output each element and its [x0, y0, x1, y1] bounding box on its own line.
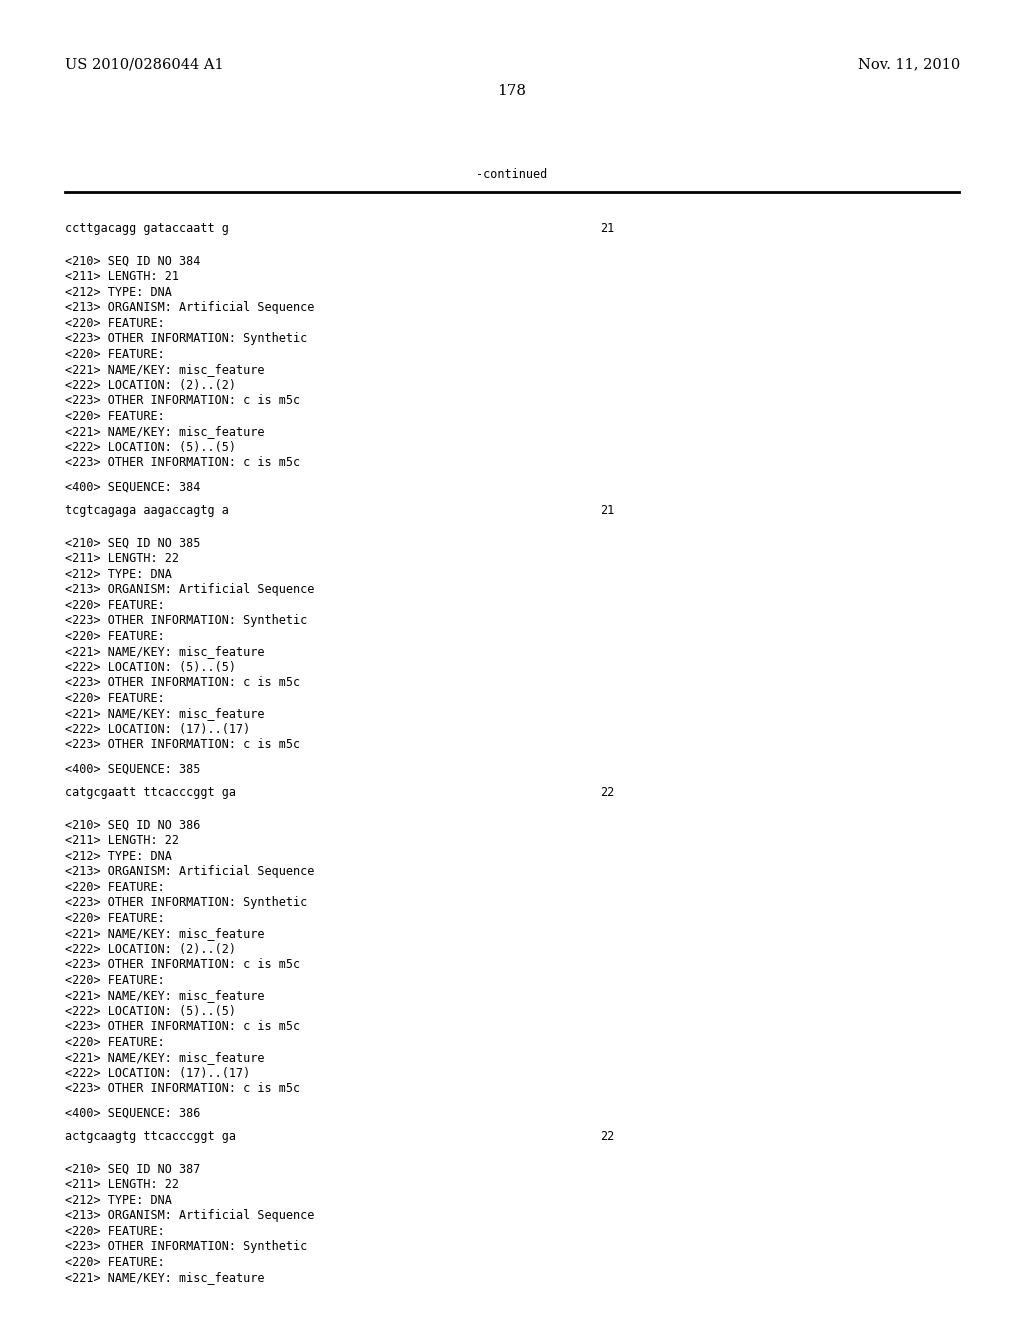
Text: <221> NAME/KEY: misc_feature: <221> NAME/KEY: misc_feature: [65, 708, 264, 721]
Text: <212> TYPE: DNA: <212> TYPE: DNA: [65, 285, 172, 298]
Text: <220> FEATURE:: <220> FEATURE:: [65, 409, 165, 422]
Text: <213> ORGANISM: Artificial Sequence: <213> ORGANISM: Artificial Sequence: [65, 865, 314, 878]
Text: 178: 178: [498, 84, 526, 98]
Text: <221> NAME/KEY: misc_feature: <221> NAME/KEY: misc_feature: [65, 645, 264, 659]
Text: ccttgacagg gataccaatt g: ccttgacagg gataccaatt g: [65, 222, 229, 235]
Text: <220> FEATURE:: <220> FEATURE:: [65, 880, 165, 894]
Text: <220> FEATURE:: <220> FEATURE:: [65, 974, 165, 987]
Text: <220> FEATURE:: <220> FEATURE:: [65, 317, 165, 330]
Text: <220> FEATURE:: <220> FEATURE:: [65, 630, 165, 643]
Text: actgcaagtg ttcacccggt ga: actgcaagtg ttcacccggt ga: [65, 1130, 236, 1143]
Text: <221> NAME/KEY: misc_feature: <221> NAME/KEY: misc_feature: [65, 425, 264, 438]
Text: <223> OTHER INFORMATION: c is m5c: <223> OTHER INFORMATION: c is m5c: [65, 676, 300, 689]
Text: -continued: -continued: [476, 168, 548, 181]
Text: <210> SEQ ID NO 384: <210> SEQ ID NO 384: [65, 255, 201, 268]
Text: <222> LOCATION: (17)..(17): <222> LOCATION: (17)..(17): [65, 722, 250, 735]
Text: <211> LENGTH: 22: <211> LENGTH: 22: [65, 552, 179, 565]
Text: <221> NAME/KEY: misc_feature: <221> NAME/KEY: misc_feature: [65, 1051, 264, 1064]
Text: <213> ORGANISM: Artificial Sequence: <213> ORGANISM: Artificial Sequence: [65, 583, 314, 597]
Text: <222> LOCATION: (5)..(5): <222> LOCATION: (5)..(5): [65, 660, 236, 673]
Text: <210> SEQ ID NO 385: <210> SEQ ID NO 385: [65, 537, 201, 549]
Text: <220> FEATURE:: <220> FEATURE:: [65, 1036, 165, 1049]
Text: <213> ORGANISM: Artificial Sequence: <213> ORGANISM: Artificial Sequence: [65, 1209, 314, 1222]
Text: <221> NAME/KEY: misc_feature: <221> NAME/KEY: misc_feature: [65, 989, 264, 1002]
Text: 21: 21: [600, 504, 614, 517]
Text: <220> FEATURE:: <220> FEATURE:: [65, 599, 165, 611]
Text: <223> OTHER INFORMATION: c is m5c: <223> OTHER INFORMATION: c is m5c: [65, 1082, 300, 1096]
Text: <210> SEQ ID NO 387: <210> SEQ ID NO 387: [65, 1163, 201, 1176]
Text: <222> LOCATION: (2)..(2): <222> LOCATION: (2)..(2): [65, 942, 236, 956]
Text: <210> SEQ ID NO 386: <210> SEQ ID NO 386: [65, 818, 201, 832]
Text: 22: 22: [600, 787, 614, 799]
Text: <223> OTHER INFORMATION: Synthetic: <223> OTHER INFORMATION: Synthetic: [65, 1241, 307, 1254]
Text: <211> LENGTH: 22: <211> LENGTH: 22: [65, 834, 179, 847]
Text: Nov. 11, 2010: Nov. 11, 2010: [858, 57, 961, 71]
Text: <222> LOCATION: (5)..(5): <222> LOCATION: (5)..(5): [65, 1005, 236, 1018]
Text: <221> NAME/KEY: misc_feature: <221> NAME/KEY: misc_feature: [65, 363, 264, 376]
Text: 21: 21: [600, 222, 614, 235]
Text: <223> OTHER INFORMATION: c is m5c: <223> OTHER INFORMATION: c is m5c: [65, 1020, 300, 1034]
Text: US 2010/0286044 A1: US 2010/0286044 A1: [65, 57, 223, 71]
Text: <212> TYPE: DNA: <212> TYPE: DNA: [65, 568, 172, 581]
Text: <400> SEQUENCE: 385: <400> SEQUENCE: 385: [65, 762, 201, 775]
Text: <212> TYPE: DNA: <212> TYPE: DNA: [65, 850, 172, 863]
Text: <400> SEQUENCE: 384: <400> SEQUENCE: 384: [65, 480, 201, 494]
Text: <222> LOCATION: (17)..(17): <222> LOCATION: (17)..(17): [65, 1067, 250, 1080]
Text: <223> OTHER INFORMATION: c is m5c: <223> OTHER INFORMATION: c is m5c: [65, 395, 300, 407]
Text: <222> LOCATION: (5)..(5): <222> LOCATION: (5)..(5): [65, 441, 236, 454]
Text: <213> ORGANISM: Artificial Sequence: <213> ORGANISM: Artificial Sequence: [65, 301, 314, 314]
Text: tcgtcagaga aagaccagtg a: tcgtcagaga aagaccagtg a: [65, 504, 229, 517]
Text: <211> LENGTH: 22: <211> LENGTH: 22: [65, 1179, 179, 1192]
Text: <222> LOCATION: (2)..(2): <222> LOCATION: (2)..(2): [65, 379, 236, 392]
Text: <223> OTHER INFORMATION: Synthetic: <223> OTHER INFORMATION: Synthetic: [65, 896, 307, 909]
Text: <220> FEATURE:: <220> FEATURE:: [65, 692, 165, 705]
Text: <223> OTHER INFORMATION: c is m5c: <223> OTHER INFORMATION: c is m5c: [65, 738, 300, 751]
Text: <220> FEATURE:: <220> FEATURE:: [65, 912, 165, 925]
Text: <211> LENGTH: 21: <211> LENGTH: 21: [65, 271, 179, 282]
Text: catgcgaatt ttcacccggt ga: catgcgaatt ttcacccggt ga: [65, 787, 236, 799]
Text: <212> TYPE: DNA: <212> TYPE: DNA: [65, 1193, 172, 1206]
Text: <220> FEATURE:: <220> FEATURE:: [65, 1225, 165, 1238]
Text: <223> OTHER INFORMATION: Synthetic: <223> OTHER INFORMATION: Synthetic: [65, 333, 307, 345]
Text: <223> OTHER INFORMATION: c is m5c: <223> OTHER INFORMATION: c is m5c: [65, 455, 300, 469]
Text: <221> NAME/KEY: misc_feature: <221> NAME/KEY: misc_feature: [65, 1271, 264, 1284]
Text: <223> OTHER INFORMATION: Synthetic: <223> OTHER INFORMATION: Synthetic: [65, 614, 307, 627]
Text: <400> SEQUENCE: 386: <400> SEQUENCE: 386: [65, 1106, 201, 1119]
Text: <220> FEATURE:: <220> FEATURE:: [65, 1255, 165, 1269]
Text: 22: 22: [600, 1130, 614, 1143]
Text: <223> OTHER INFORMATION: c is m5c: <223> OTHER INFORMATION: c is m5c: [65, 958, 300, 972]
Text: <220> FEATURE:: <220> FEATURE:: [65, 347, 165, 360]
Text: <221> NAME/KEY: misc_feature: <221> NAME/KEY: misc_feature: [65, 927, 264, 940]
